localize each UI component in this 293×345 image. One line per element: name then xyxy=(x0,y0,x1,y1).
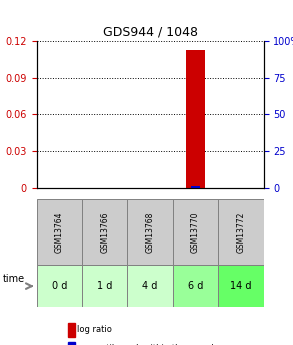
FancyBboxPatch shape xyxy=(82,199,127,265)
Text: log ratio: log ratio xyxy=(77,325,113,334)
FancyBboxPatch shape xyxy=(37,265,82,307)
FancyBboxPatch shape xyxy=(37,199,82,265)
Bar xyxy=(68,323,75,337)
Text: 4 d: 4 d xyxy=(142,281,158,291)
Text: 6 d: 6 d xyxy=(188,281,203,291)
FancyBboxPatch shape xyxy=(127,265,173,307)
FancyBboxPatch shape xyxy=(82,265,127,307)
FancyBboxPatch shape xyxy=(127,199,173,265)
FancyBboxPatch shape xyxy=(218,265,264,307)
Text: GSM13764: GSM13764 xyxy=(55,211,64,253)
Bar xyxy=(68,342,75,345)
Text: GSM13770: GSM13770 xyxy=(191,211,200,253)
Bar xyxy=(186,50,205,188)
FancyBboxPatch shape xyxy=(218,199,264,265)
Text: time: time xyxy=(3,275,25,284)
Text: GSM13772: GSM13772 xyxy=(236,211,246,253)
Bar xyxy=(191,186,200,188)
Text: GSM13768: GSM13768 xyxy=(146,211,155,253)
Text: 1 d: 1 d xyxy=(97,281,113,291)
FancyBboxPatch shape xyxy=(173,199,218,265)
Title: GDS944 / 1048: GDS944 / 1048 xyxy=(103,26,198,39)
Text: GSM13766: GSM13766 xyxy=(100,211,109,253)
Text: percentile rank within the sample: percentile rank within the sample xyxy=(77,344,219,345)
Text: 14 d: 14 d xyxy=(230,281,252,291)
FancyBboxPatch shape xyxy=(173,265,218,307)
Text: 0 d: 0 d xyxy=(52,281,67,291)
